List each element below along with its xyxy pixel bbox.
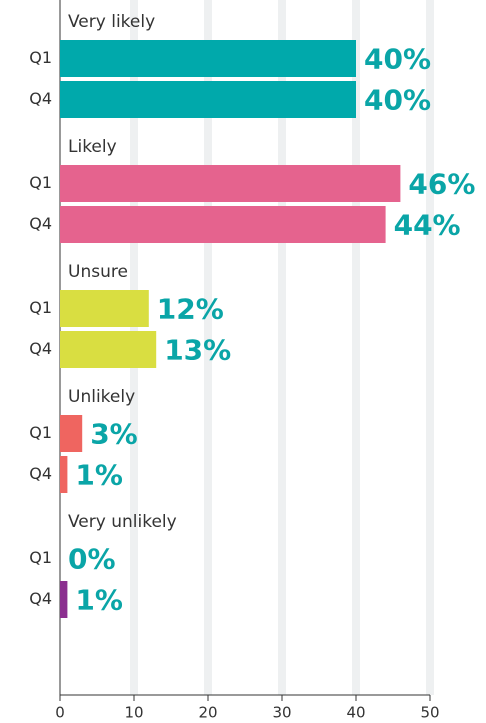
value-label: 1% [75, 459, 123, 492]
group-label: Very likely [68, 12, 155, 32]
x-tick-label: 10 [124, 704, 143, 722]
category-label: Q1 [29, 423, 52, 442]
category-label: Q4 [29, 214, 52, 233]
bar [60, 581, 68, 618]
value-label: 13% [164, 334, 231, 367]
category-label: Q1 [29, 48, 52, 67]
group-label: Very unlikely [68, 512, 177, 532]
category-label: Q1 [29, 298, 52, 317]
value-label: 40% [364, 84, 431, 117]
value-label: 44% [394, 209, 461, 242]
value-label: 12% [157, 293, 224, 326]
group-label: Unsure [68, 262, 128, 282]
bar [60, 290, 149, 327]
value-label: 3% [90, 418, 138, 451]
x-tick-label: 0 [55, 704, 65, 722]
bar [60, 206, 386, 243]
x-tick-label: 30 [272, 704, 291, 722]
group-label: Likely [68, 137, 117, 157]
bar [60, 331, 157, 368]
x-tick-label: 50 [420, 704, 439, 722]
x-tick-label: 40 [346, 704, 365, 722]
bar [60, 415, 83, 452]
bar [60, 81, 356, 118]
category-label: Q4 [29, 339, 52, 358]
value-label: 46% [408, 168, 475, 201]
value-label: 1% [75, 584, 123, 617]
category-label: Q4 [29, 589, 52, 608]
bar [60, 40, 356, 77]
category-label: Q1 [29, 173, 52, 192]
bar [60, 165, 401, 202]
category-label: Q1 [29, 548, 52, 567]
group-label: Unlikely [68, 387, 135, 407]
bar [60, 456, 68, 493]
x-tick-label: 20 [198, 704, 217, 722]
value-label: 0% [68, 543, 116, 576]
category-label: Q4 [29, 464, 52, 483]
value-label: 40% [364, 43, 431, 76]
category-label: Q4 [29, 89, 52, 108]
